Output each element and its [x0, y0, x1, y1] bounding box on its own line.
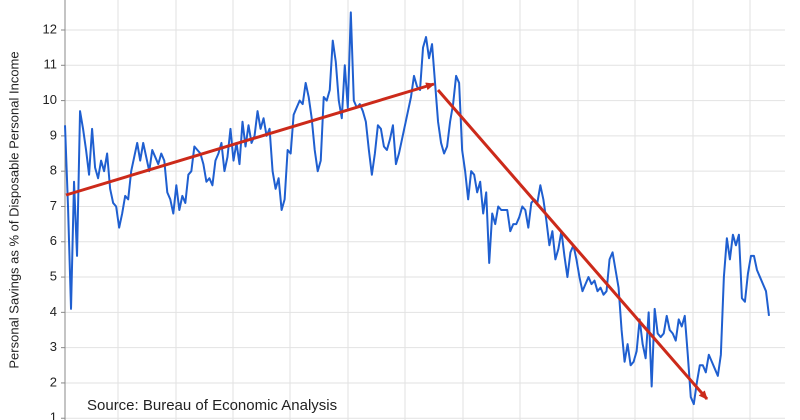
y-tick-label: 9	[50, 127, 57, 142]
y-tick-label: 10	[43, 92, 57, 107]
y-tick-label: 5	[50, 268, 57, 283]
y-tick-label: 2	[50, 374, 57, 389]
y-axis-label: Personal Savings as % of Disposable Pers…	[6, 51, 21, 368]
y-tick-label: 4	[50, 304, 57, 319]
trend-arrow	[436, 89, 709, 400]
y-tick-label: 7	[50, 198, 57, 213]
trend-arrows	[65, 82, 709, 400]
vertical-grid	[117, 0, 751, 420]
y-tick-label: 6	[50, 233, 57, 248]
source-note: Source: Bureau of Economic Analysis	[87, 397, 337, 414]
y-tick-label: 8	[50, 163, 57, 178]
y-tick-label: 11	[44, 57, 58, 72]
trend-arrow	[65, 82, 435, 197]
line-series	[64, 11, 770, 406]
y-tick-label: 1	[50, 410, 57, 420]
y-tick-label: 3	[50, 339, 57, 354]
y-tick-label: 12	[43, 21, 57, 36]
